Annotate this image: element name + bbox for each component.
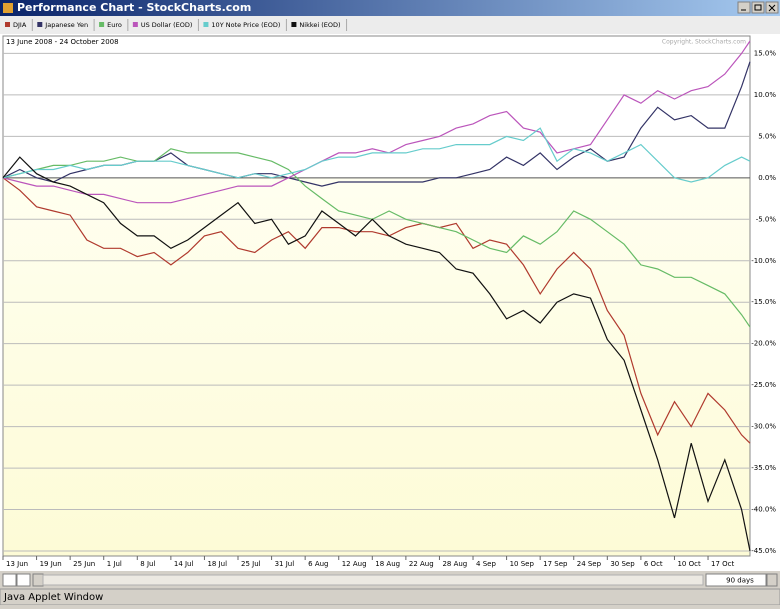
maximize-glyph — [754, 4, 762, 11]
x-tick-label: 6 Aug — [308, 560, 328, 568]
x-tick-label: 17 Oct — [711, 560, 734, 568]
grid: 15.0% 10.0% 5.0% 0.0% -5.0% -10.0% -15.0% -20.0… — [3, 49, 776, 555]
legend-item: DJIA — [5, 19, 33, 31]
legend-swatch — [291, 22, 297, 27]
plot-frame — [2, 35, 751, 557]
minimize-button[interactable] — [737, 1, 751, 14]
x-tick-label: 6 Oct — [644, 560, 663, 568]
x-tick-label: 19 Jun — [40, 560, 62, 568]
x-tick-label: 30 Sep — [610, 560, 635, 568]
x-tick-label: 13 Jun — [6, 560, 28, 568]
scroll-right[interactable] — [766, 573, 778, 587]
x-tick-label: 22 Aug — [409, 560, 434, 568]
status-bar — [0, 588, 780, 606]
y-tick-label: -15.0% — [751, 298, 776, 306]
x-tick-label: 24 Sep — [577, 560, 602, 568]
x-tick-label: 17 Sep — [543, 560, 568, 568]
legend-item: Euro — [99, 19, 129, 31]
y-tick-label: 5.0% — [758, 132, 776, 140]
maximize-button[interactable] — [751, 1, 765, 14]
y-tick-label: 10.0% — [754, 91, 777, 99]
status-text: Java Applet Window — [3, 592, 103, 603]
legend-label: Euro — [107, 21, 122, 29]
legend-swatch — [99, 22, 105, 27]
x-tick-label: 4 Sep — [476, 560, 496, 568]
y-tick-label: -25.0% — [751, 381, 776, 389]
y-tick-label: -40.0% — [751, 506, 776, 514]
app-icon — [3, 3, 13, 13]
pan-button[interactable] — [16, 573, 31, 587]
legend-item: US Dollar (EOD) — [132, 19, 199, 31]
series-line — [2, 127, 751, 183]
legend-item: 10Y Note Price (EOD) — [203, 19, 287, 31]
x-tick-label: 10 Oct — [677, 560, 700, 568]
x-tick-label: 25 Jul — [241, 560, 261, 568]
title-bar — [0, 0, 780, 16]
period-label: 90 days — [726, 577, 754, 585]
y-tick-label: -45.0% — [751, 547, 776, 555]
y-tick-label: -35.0% — [751, 464, 776, 472]
scroll-track[interactable] — [42, 574, 704, 586]
series-line — [2, 40, 751, 204]
legend-swatch — [5, 22, 10, 27]
y-tick-label: -20.0% — [751, 340, 776, 348]
x-tick-label: 18 Jul — [207, 560, 227, 568]
legend: DJIA Japanese Yen Euro US Dollar (EOD) 10Y N… — [5, 19, 348, 31]
subtitle: 13 June 2008 - 24 October 2008 — [6, 38, 119, 46]
series-line — [2, 156, 751, 552]
plot-background — [2, 35, 751, 557]
legend-swatch — [132, 22, 138, 27]
window-buttons — [737, 1, 779, 14]
legend-item: Japanese Yen — [37, 19, 95, 31]
lines — [2, 40, 751, 552]
x-tick-label: 10 Sep — [510, 560, 535, 568]
x-tick-label: 28 Aug — [442, 560, 467, 568]
y-tick-label: -30.0% — [751, 423, 776, 431]
scroll-left[interactable] — [32, 573, 44, 587]
x-tick-label: 8 Jul — [140, 560, 155, 568]
legend-swatch — [37, 22, 43, 27]
legend-item: Nikkei (EOD) — [291, 19, 348, 31]
legend-bar — [0, 16, 780, 34]
x-tick-label: 14 Jul — [174, 560, 194, 568]
zoom-button[interactable] — [2, 573, 17, 587]
y-tick-label: 0.0% — [758, 174, 776, 182]
legend-label: 10Y Note Price (EOD) — [211, 21, 280, 29]
series-line — [2, 148, 751, 328]
legend-label: DJIA — [13, 21, 27, 29]
x-axis: 13 Jun 19 Jun 25 Jun 1 Jul 8 Jul 14 Jul 18 Jul… — [2, 556, 735, 568]
x-tick-label: 12 Aug — [342, 560, 367, 568]
legend-label: Japanese Yen — [44, 21, 88, 29]
x-tick-label: 18 Aug — [375, 560, 400, 568]
legend-label: US Dollar (EOD) — [141, 21, 193, 29]
period-select[interactable] — [705, 573, 767, 587]
series-line — [2, 177, 751, 444]
close-glyph — [768, 4, 776, 12]
copyright: Copyright, StockCharts.com — [662, 39, 746, 46]
x-tick-label: 25 Jun — [73, 560, 95, 568]
window-title: Performance Chart - StockCharts.com — [17, 1, 251, 14]
y-tick-label: 15.0% — [754, 49, 777, 57]
x-tick-label: 1 Jul — [107, 560, 122, 568]
negative-zone — [3, 177, 750, 556]
legend-label: Nikkei (EOD) — [299, 21, 340, 29]
legend-swatch — [203, 22, 209, 27]
y-tick-label: -5.0% — [756, 215, 777, 223]
y-tick-label: -10.0% — [751, 257, 776, 265]
x-tick-label: 31 Jul — [275, 560, 295, 568]
